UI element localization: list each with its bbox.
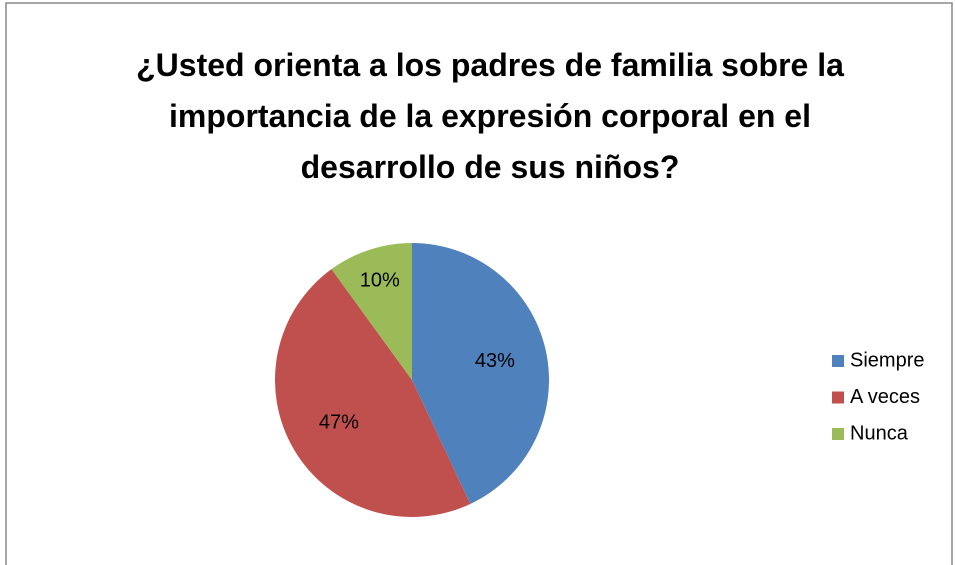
legend-swatch <box>832 428 844 440</box>
legend-label: A veces <box>850 386 920 408</box>
legend-swatch <box>832 391 844 404</box>
frame <box>5 2 953 565</box>
chart-title: ¿Usted orienta a los padres de familia s… <box>136 47 844 185</box>
pie-slice <box>331 243 412 380</box>
pie-slice <box>275 269 471 517</box>
legend-swatch <box>832 355 844 367</box>
pie-slice <box>412 243 549 504</box>
legend-label: Nunca <box>850 422 909 444</box>
legend-label: Siempre <box>850 349 924 371</box>
data-label: 10% <box>360 269 400 291</box>
data-label: 47% <box>319 412 359 434</box>
data-label: 43% <box>475 350 515 372</box>
